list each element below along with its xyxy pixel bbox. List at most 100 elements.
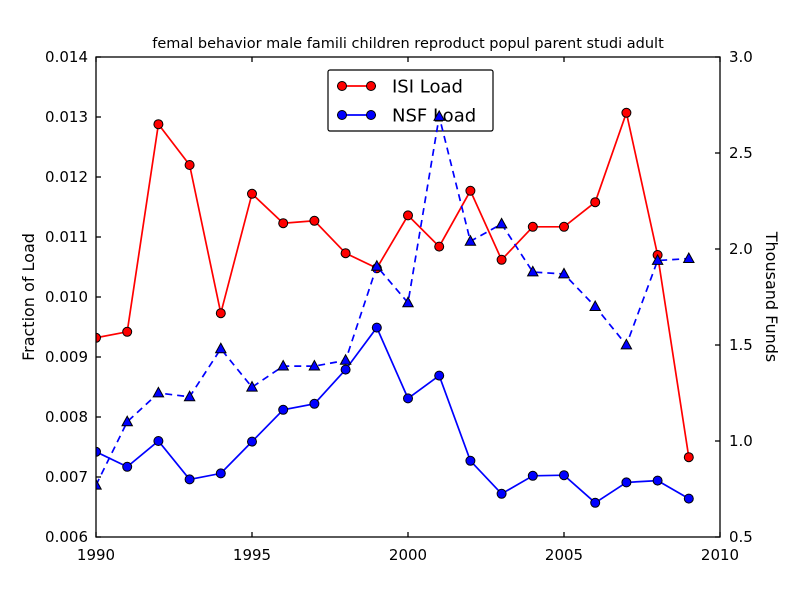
funds-point <box>433 109 446 121</box>
nsf-load-point <box>559 470 569 481</box>
left-tick-label: 0.007 <box>45 468 88 486</box>
legend-entry-isi-load: ISI Load <box>337 77 463 98</box>
plot-frame <box>95 56 721 538</box>
funds-point <box>245 380 259 392</box>
funds-line <box>96 116 689 486</box>
nsf-load-line <box>96 325 690 504</box>
funds-point <box>557 267 571 279</box>
isi-load-point <box>184 160 195 170</box>
right-tick-label: 2.0 <box>729 240 753 258</box>
funds-point <box>214 342 227 354</box>
nsf-load-point <box>309 398 320 409</box>
funds-point <box>620 338 633 350</box>
nsf-load-point <box>621 477 632 488</box>
funds-point <box>495 217 508 229</box>
nsf-load-point <box>527 470 538 481</box>
x-tick-label: 1995 <box>233 546 271 564</box>
isi-load-point <box>247 188 257 199</box>
isi-load-point <box>122 326 133 337</box>
chart-title: femal behavior male famili children repr… <box>152 36 664 52</box>
funds-point <box>370 259 383 271</box>
funds-point <box>651 253 664 265</box>
legend-marker <box>337 110 347 120</box>
nsf-load-series <box>96 322 694 508</box>
legend: ISI Load NSF Load <box>327 69 494 132</box>
funds-point <box>152 386 165 398</box>
funds-point <box>589 299 602 311</box>
isi-load-point <box>559 221 569 232</box>
nsf-load-point <box>278 404 289 415</box>
left-axis-label: Fraction of Load <box>19 233 38 361</box>
x-tick-label: 2010 <box>701 546 739 564</box>
nsf-load-point <box>403 393 413 404</box>
nsf-load-point <box>683 493 694 504</box>
left-tick-label: 0.006 <box>45 528 88 546</box>
isi-load-point <box>340 248 351 259</box>
legend-label: NSF Load <box>392 106 476 127</box>
isi-load-point <box>465 185 476 196</box>
right-tick-label: 0.5 <box>729 528 753 546</box>
nsf-load-point <box>153 436 164 446</box>
nsf-load-point <box>184 474 195 485</box>
x-tick-label: 2005 <box>545 546 583 564</box>
isi-load-point <box>153 119 164 130</box>
nsf-load-point <box>465 455 476 466</box>
isi-load-point <box>434 241 445 252</box>
axes: 1990 1995 2000 2005 2010 0.006 0.007 0.008 0.009… <box>19 36 781 564</box>
left-tick-label: 0.013 <box>45 108 88 126</box>
x-tick-label: 2000 <box>389 546 427 564</box>
legend-marker <box>366 110 376 120</box>
nsf-load-point <box>247 436 257 447</box>
funds-point <box>121 415 134 427</box>
nsf-load-point <box>496 488 507 499</box>
funds-point <box>526 265 539 277</box>
right-tick-label: 3.0 <box>729 48 753 66</box>
nsf-load-point <box>371 322 382 333</box>
isi-load-line <box>96 109 690 458</box>
funds-series <box>96 109 695 490</box>
nsf-load-point <box>215 468 226 479</box>
legend-marker <box>366 81 376 91</box>
right-axis-label: Thousand Funds <box>762 231 781 362</box>
isi-load-point <box>278 218 289 229</box>
nsf-load-point <box>96 446 101 457</box>
funds-point <box>308 359 321 371</box>
right-tick-label: 1.0 <box>729 432 753 450</box>
x-tick-label: 1990 <box>77 546 115 564</box>
funds-point <box>277 359 290 371</box>
isi-load-point <box>527 221 538 232</box>
nsf-load-point <box>434 370 445 381</box>
funds-point <box>401 296 415 308</box>
nsf-load-point <box>652 475 663 486</box>
left-tick-label: 0.014 <box>45 48 88 66</box>
isi-load-point <box>621 107 632 118</box>
funds-point <box>339 353 352 365</box>
isi-load-point <box>309 215 320 226</box>
nsf-load-point <box>590 497 601 508</box>
legend-label: ISI Load <box>392 77 463 98</box>
legend-entry-nsf-load: NSF Load <box>337 106 476 127</box>
isi-load-point <box>496 254 507 265</box>
isi-load-point <box>96 332 101 343</box>
isi-load-point <box>215 308 226 319</box>
nsf-load-point <box>340 364 351 375</box>
funds-point <box>96 478 103 490</box>
isi-load-series <box>96 107 694 463</box>
legend-marker <box>337 81 347 91</box>
left-tick-label: 0.010 <box>45 288 88 306</box>
isi-load-point <box>590 197 601 208</box>
funds-point <box>464 234 477 246</box>
left-tick-label: 0.012 <box>45 168 88 186</box>
funds-point <box>183 390 196 402</box>
isi-load-point <box>683 452 694 463</box>
funds-point <box>682 251 695 263</box>
left-tick-label: 0.008 <box>45 408 88 426</box>
isi-load-point <box>403 210 413 221</box>
right-tick-label: 2.5 <box>729 144 753 162</box>
right-tick-label: 1.5 <box>729 336 753 354</box>
left-tick-label: 0.009 <box>45 348 88 366</box>
left-tick-label: 0.011 <box>45 228 88 246</box>
nsf-load-point <box>122 461 133 472</box>
